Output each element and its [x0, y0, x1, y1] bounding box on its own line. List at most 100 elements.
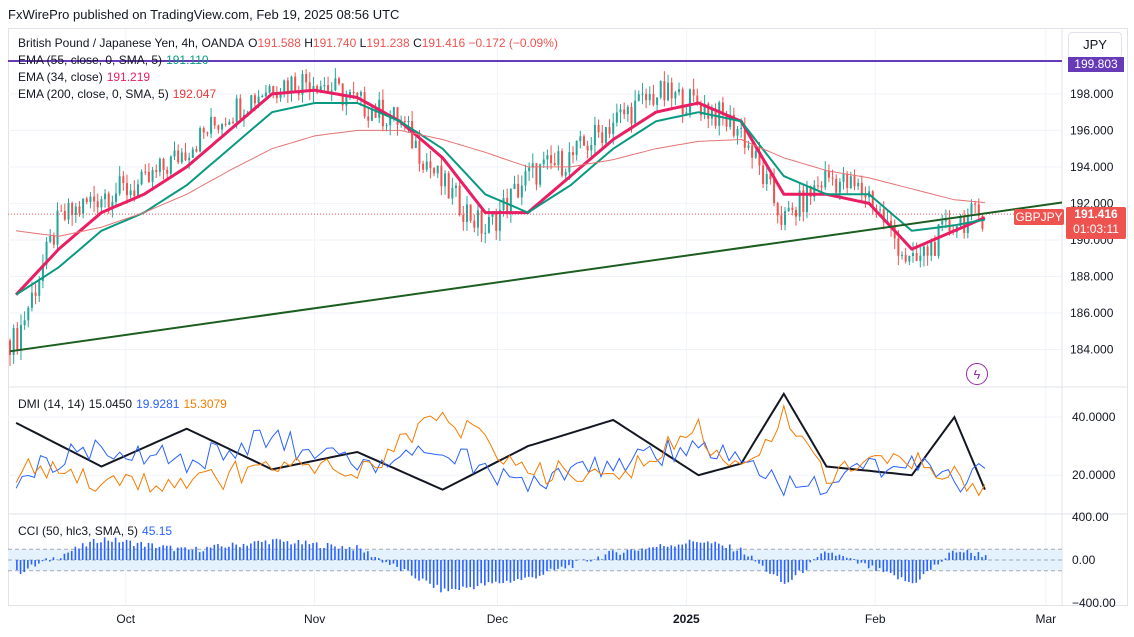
candle-body — [915, 253, 918, 261]
candle-body — [922, 246, 925, 256]
legend-cci[interactable]: CCI (50, hlc3, SMA, 5) 45.15 — [18, 524, 173, 538]
candle-body — [250, 95, 253, 113]
cci-bar — [878, 560, 881, 569]
cci-bar — [728, 544, 731, 560]
candle-body — [776, 203, 779, 216]
candle-body — [60, 210, 63, 212]
candle-body — [897, 238, 900, 256]
candle-body — [542, 159, 545, 165]
legend-dmi[interactable]: DMI (14, 14) 15.0450 19.9281 15.3079 — [18, 397, 227, 411]
candle-body — [531, 163, 534, 168]
candle-body — [177, 150, 180, 163]
candle-body — [465, 204, 468, 222]
cci-bar — [187, 549, 190, 560]
candle-body — [696, 95, 699, 105]
lightning-icon[interactable]: ϟ — [966, 363, 988, 385]
candles — [9, 68, 984, 366]
candle-body — [736, 129, 739, 136]
cci-bar — [425, 560, 428, 581]
cci-bar — [736, 550, 738, 560]
cci-bar — [674, 546, 676, 560]
candle-body — [268, 86, 271, 93]
cci-bar — [41, 560, 44, 562]
cci-bar — [659, 544, 662, 560]
candle-body — [813, 185, 816, 198]
candle-body — [232, 121, 235, 123]
cci-bar — [282, 541, 285, 560]
candle-body — [743, 127, 746, 148]
cci-bar — [557, 560, 559, 569]
candle-body — [411, 121, 414, 149]
candle-body — [681, 89, 684, 115]
cci-bar — [710, 543, 713, 560]
time-tick-label: Dec — [487, 612, 508, 626]
candle-body — [754, 150, 757, 158]
candle-body — [568, 152, 571, 173]
candle-body — [667, 82, 670, 101]
candle-body — [615, 112, 618, 123]
cci-bar — [805, 560, 808, 570]
candle-body — [257, 96, 260, 104]
candle-body — [707, 103, 710, 119]
cci-bar — [677, 544, 680, 560]
cci-bar — [783, 560, 786, 584]
candle-body — [16, 328, 19, 350]
cci-bar — [630, 549, 632, 560]
legend-ema200[interactable]: EMA (200, close, 0, SMA, 5) 192.047 — [18, 87, 217, 101]
cci-bar — [944, 558, 947, 560]
cci-bar — [922, 560, 925, 575]
candle-body — [392, 107, 395, 118]
candle-body — [206, 132, 209, 134]
cci-bar — [52, 557, 55, 560]
candle-body — [564, 172, 567, 176]
candle-body — [919, 255, 922, 261]
candle-body — [104, 193, 107, 200]
cci-bar — [290, 544, 292, 560]
legend-ema55[interactable]: EMA (55, close, 0, SMA, 5) 191.110 — [18, 53, 209, 67]
candle-body — [780, 215, 783, 225]
candle-body — [747, 145, 750, 148]
cci-bar — [809, 560, 812, 563]
candle-body — [853, 176, 856, 187]
cci-bar — [144, 546, 146, 560]
candle-body — [571, 152, 574, 156]
candle-body — [857, 182, 860, 187]
candle-body — [290, 76, 293, 93]
cci-bar — [966, 550, 969, 560]
legend-ema34[interactable]: EMA (34, close) 191.219 — [18, 70, 151, 84]
candle-body — [327, 85, 330, 91]
cci-bar — [308, 544, 311, 560]
cci-bar — [111, 541, 113, 560]
candle-body — [440, 165, 443, 187]
candle-body — [345, 96, 348, 106]
currency-button[interactable]: JPY — [1068, 32, 1122, 58]
cci-bar — [973, 555, 976, 560]
cci-bar — [89, 541, 91, 560]
cci-bar — [374, 556, 376, 560]
candle-body — [480, 210, 483, 234]
candle-body — [261, 96, 264, 98]
candle-body — [166, 169, 169, 174]
cci-bar — [900, 560, 903, 578]
cci-bar — [279, 539, 281, 560]
candle-body — [476, 210, 479, 228]
candle-body — [670, 82, 673, 99]
candle-body — [557, 151, 560, 166]
cci-bar — [447, 560, 450, 592]
candle-body — [875, 208, 878, 210]
candle-body — [436, 165, 439, 174]
candle-body — [173, 150, 176, 157]
cci-bar — [721, 545, 724, 560]
cci-bar — [703, 542, 705, 560]
price-tick-label: 196.000 — [1070, 123, 1114, 137]
candle-body — [308, 82, 311, 92]
candle-body — [188, 157, 191, 161]
candle-body — [637, 94, 640, 101]
cci-bar — [59, 558, 62, 560]
candle-body — [784, 211, 787, 225]
candle-body — [641, 93, 644, 95]
candle-body — [553, 163, 556, 166]
cci-bar — [644, 549, 647, 560]
candle-body — [714, 109, 717, 126]
